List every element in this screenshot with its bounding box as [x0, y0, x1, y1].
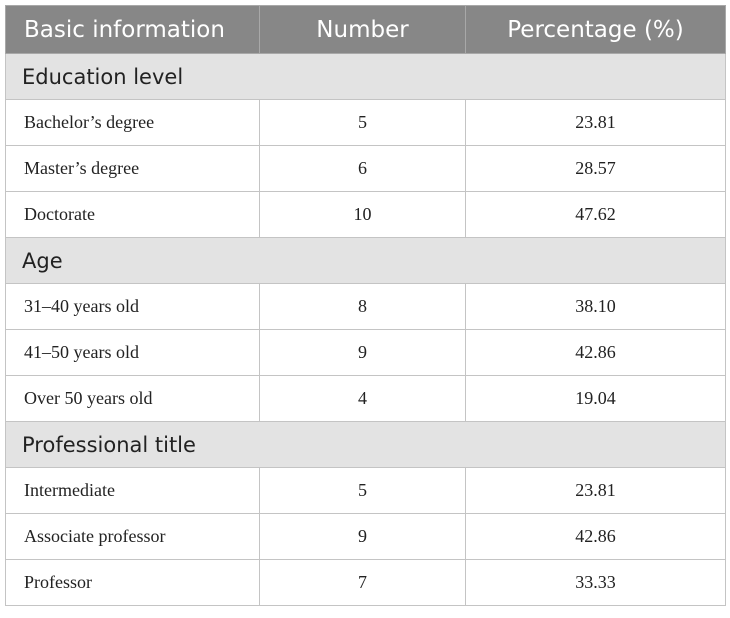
- cell: 47.62: [465, 191, 726, 238]
- cell: 10: [259, 191, 466, 238]
- cell: Professor: [5, 559, 260, 606]
- section-title: Age: [5, 237, 726, 284]
- cell: 5: [259, 99, 466, 146]
- cell: Over 50 years old: [5, 375, 260, 422]
- data-row: 41–50 years old 9 42.86: [5, 329, 726, 376]
- data-row: Master’s degree 6 28.57: [5, 145, 726, 192]
- data-row: Doctorate 10 47.62: [5, 191, 726, 238]
- cell: 41–50 years old: [5, 329, 260, 376]
- cell: 38.10: [465, 283, 726, 330]
- section-row: Age: [5, 237, 726, 284]
- header-cell: Basic information: [5, 5, 260, 54]
- data-row: Intermediate 5 23.81: [5, 467, 726, 514]
- data-row: 31–40 years old 8 38.10: [5, 283, 726, 330]
- section-title: Professional title: [5, 421, 726, 468]
- data-row: Bachelor’s degree 5 23.81: [5, 99, 726, 146]
- cell: 23.81: [465, 467, 726, 514]
- cell: Intermediate: [5, 467, 260, 514]
- cell: 9: [259, 329, 466, 376]
- header-cell: Percentage (%): [465, 5, 726, 54]
- cell: Associate professor: [5, 513, 260, 560]
- header-cell: Number: [259, 5, 466, 54]
- cell: 6: [259, 145, 466, 192]
- data-row: Professor 7 33.33: [5, 559, 726, 606]
- cell: Bachelor’s degree: [5, 99, 260, 146]
- cell: 4: [259, 375, 466, 422]
- cell: Master’s degree: [5, 145, 260, 192]
- table-head: Basic information Number Percentage (%): [5, 5, 726, 54]
- data-row: Over 50 years old 4 19.04: [5, 375, 726, 422]
- cell: 23.81: [465, 99, 726, 146]
- table-body: Education level Bachelor’s degree 5 23.81 Ma…: [5, 53, 726, 606]
- header-row: Basic information Number Percentage (%): [5, 5, 726, 54]
- data-row: Associate professor 9 42.86: [5, 513, 726, 560]
- cell: 28.57: [465, 145, 726, 192]
- cell: 19.04: [465, 375, 726, 422]
- cell: 42.86: [465, 329, 726, 376]
- section-row: Education level: [5, 53, 726, 100]
- cell: 7: [259, 559, 466, 606]
- section-title: Education level: [5, 53, 726, 100]
- cell: 9: [259, 513, 466, 560]
- section-row: Professional title: [5, 421, 726, 468]
- cell: 31–40 years old: [5, 283, 260, 330]
- table: Basic information Number Percentage (%) …: [5, 5, 726, 606]
- cell: 8: [259, 283, 466, 330]
- cell: 33.33: [465, 559, 726, 606]
- cell: 5: [259, 467, 466, 514]
- cell: Doctorate: [5, 191, 260, 238]
- cell: 42.86: [465, 513, 726, 560]
